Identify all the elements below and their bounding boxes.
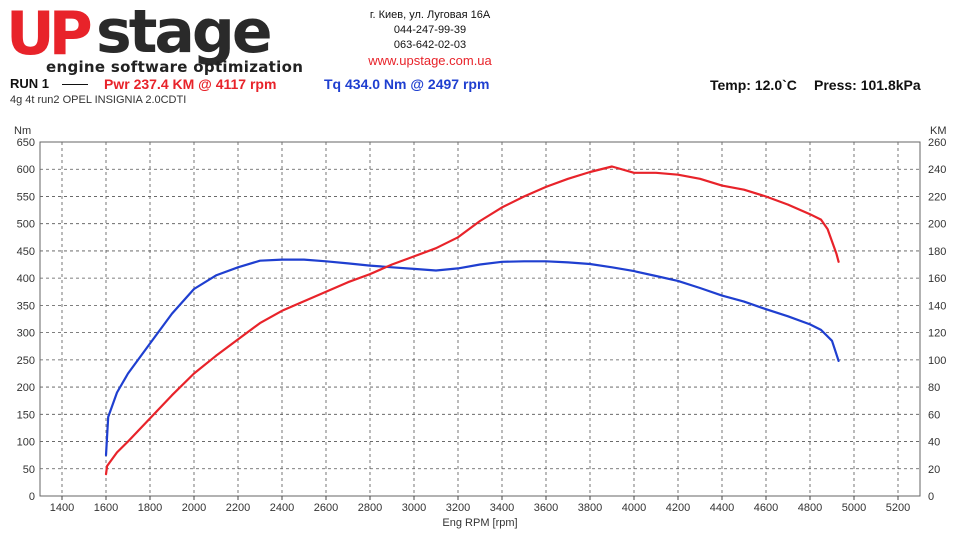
- power-curve: [104, 165, 840, 476]
- y-left-tick-label: 650: [17, 137, 35, 149]
- y-left-tick-label: 400: [17, 273, 35, 285]
- y-left-axis-title: Nm: [14, 125, 31, 137]
- address: г. Киев, ул. Луговая 16А: [369, 9, 491, 21]
- contact-info: г. Киев, ул. Луговая 16А 044-247-99-39 0…: [330, 8, 530, 68]
- phone-2: 063-642-02-03: [393, 39, 467, 51]
- chart-ticks: 1400 1600 1800 2000 2200 2400 2600 2800 3000 3200…: [17, 137, 947, 514]
- y-left-tick-label: 300: [17, 328, 35, 340]
- x-tick-label: 2400: [270, 502, 294, 514]
- logo-subtitle: engine software optimization: [46, 58, 304, 76]
- temperature-readout: Temp: 12.0`C: [710, 77, 797, 93]
- x-tick-label: 2600: [314, 502, 338, 514]
- x-tick-label: 3400: [490, 502, 514, 514]
- x-tick-label: 4600: [754, 502, 778, 514]
- x-tick-label: 2800: [358, 502, 382, 514]
- y-right-tick-label: 220: [928, 191, 946, 203]
- y-left-tick-label: 150: [17, 409, 35, 421]
- run-label: RUN 1: [10, 76, 50, 91]
- y-left-tick-label: 550: [17, 191, 35, 203]
- y-left-tick-label: 350: [17, 300, 35, 312]
- power-summary: Pwr 237.4 KM @ 4117 rpm: [104, 76, 277, 92]
- y-right-tick-label: 20: [928, 464, 940, 476]
- y-right-tick-label: 240: [928, 164, 946, 176]
- x-tick-label: 3800: [578, 502, 602, 514]
- x-tick-label: 5200: [886, 502, 910, 514]
- logo-up-text: UP: [6, 0, 93, 69]
- run-subtitle: 4g 4t run2 OPEL INSIGNIA 2.0CDTI: [10, 94, 187, 106]
- x-tick-label: 2000: [182, 502, 206, 514]
- y-right-tick-label: 60: [928, 409, 940, 421]
- plot-frame: [39, 141, 921, 497]
- y-left-tick-label: 450: [17, 246, 35, 258]
- run-legend-line: [62, 84, 88, 85]
- x-tick-label: 4800: [798, 502, 822, 514]
- website-url[interactable]: www.upstage.com.ua: [368, 53, 492, 68]
- x-axis-title: Eng RPM [rpm]: [442, 517, 517, 529]
- upstage-logo: UP stage engine software optimization: [6, 0, 306, 76]
- y-right-tick-label: 140: [928, 300, 946, 312]
- y-right-tick-label: 40: [928, 437, 940, 449]
- y-left-tick-label: 200: [17, 382, 35, 394]
- x-tick-label: 1400: [50, 502, 74, 514]
- x-tick-label: 5000: [842, 502, 866, 514]
- chart-grid: [40, 141, 920, 497]
- y-right-tick-label: 120: [928, 328, 946, 340]
- x-tick-label: 2200: [226, 502, 250, 514]
- x-tick-label: 4000: [622, 502, 646, 514]
- y-right-tick-label: 100: [928, 355, 946, 367]
- torque-curve: [104, 258, 840, 457]
- y-left-tick-label: 50: [23, 464, 35, 476]
- y-right-axis-title: KM: [930, 125, 947, 137]
- y-left-tick-label: 600: [17, 164, 35, 176]
- y-right-tick-label: 0: [928, 491, 934, 503]
- logo-stage-text: stage: [96, 0, 273, 67]
- x-tick-label: 3200: [446, 502, 470, 514]
- x-tick-label: 3000: [402, 502, 426, 514]
- x-tick-label: 3600: [534, 502, 558, 514]
- y-right-tick-label: 260: [928, 137, 946, 149]
- y-left-tick-label: 100: [17, 437, 35, 449]
- y-left-tick-label: 500: [17, 219, 35, 231]
- chart-series: [104, 165, 840, 476]
- y-left-tick-label: 250: [17, 355, 35, 367]
- y-right-tick-label: 80: [928, 382, 940, 394]
- y-right-tick-label: 160: [928, 273, 946, 285]
- x-tick-label: 1800: [138, 502, 162, 514]
- y-left-tick-label: 0: [29, 491, 35, 503]
- x-tick-label: 1600: [94, 502, 118, 514]
- y-right-tick-label: 180: [928, 246, 946, 258]
- y-right-tick-label: 200: [928, 219, 946, 231]
- x-tick-label: 4200: [666, 502, 690, 514]
- x-tick-label: 4400: [710, 502, 734, 514]
- torque-summary: Tq 434.0 Nm @ 2497 rpm: [324, 76, 490, 92]
- pressure-readout: Press: 101.8kPa: [814, 77, 921, 93]
- phone-1: 044-247-99-39: [393, 24, 467, 36]
